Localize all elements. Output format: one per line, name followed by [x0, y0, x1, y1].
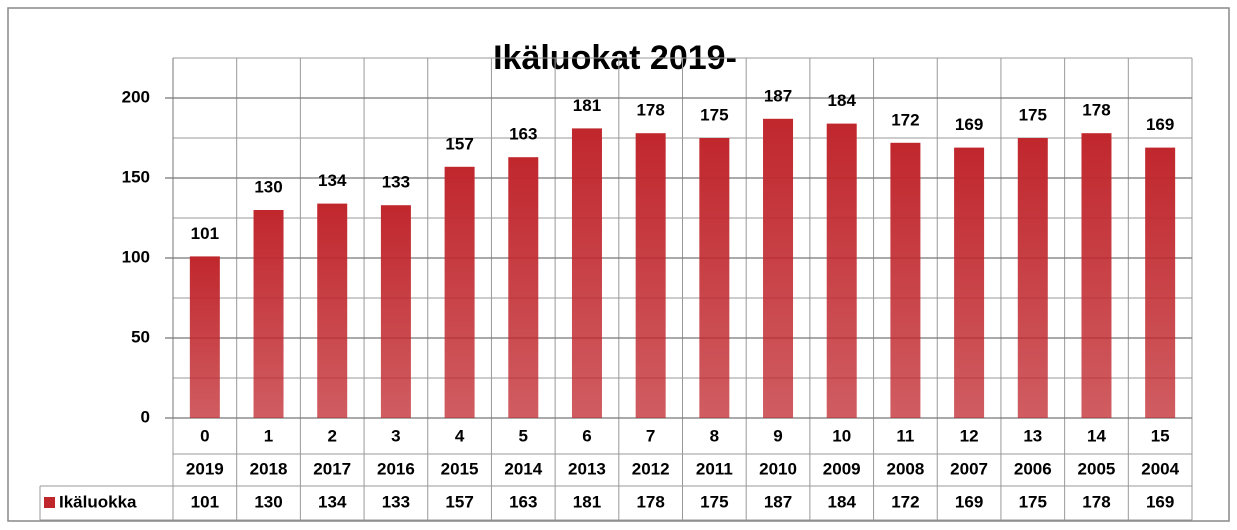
- x-tick-sublabel: 2016: [377, 459, 415, 478]
- data-label: 184: [828, 91, 857, 110]
- table-value: 157: [445, 492, 473, 511]
- table-value: 178: [636, 492, 664, 511]
- x-tick-label: 15: [1151, 426, 1170, 445]
- x-tick-sublabel: 2012: [632, 459, 670, 478]
- x-tick-label: 0: [200, 426, 209, 445]
- y-tick-label: 50: [131, 327, 150, 346]
- legend-key: [44, 497, 55, 508]
- data-label: 175: [700, 105, 728, 124]
- x-tick-sublabel: 2015: [441, 459, 479, 478]
- x-tick-sublabel: 2005: [1078, 459, 1116, 478]
- data-label: 178: [636, 101, 664, 120]
- x-tick-label: 4: [455, 426, 465, 445]
- x-tick-label: 9: [773, 426, 782, 445]
- x-tick-sublabel: 2008: [886, 459, 924, 478]
- data-label: 181: [573, 96, 601, 115]
- bar: [317, 203, 348, 418]
- table-value: 169: [1146, 492, 1174, 511]
- x-tick-label: 5: [519, 426, 528, 445]
- data-label: 130: [254, 177, 282, 196]
- table-value: 134: [318, 492, 347, 511]
- x-tick-sublabel: 2011: [696, 459, 733, 478]
- table-value: 184: [828, 492, 857, 511]
- data-label: 101: [191, 224, 219, 243]
- bar: [1145, 147, 1176, 418]
- y-tick-label: 150: [122, 167, 150, 186]
- table-value: 130: [254, 492, 282, 511]
- data-label: 172: [891, 110, 919, 129]
- bar: [189, 256, 220, 418]
- table-value: 169: [955, 492, 983, 511]
- x-tick-label: 3: [391, 426, 400, 445]
- bar: [1017, 138, 1048, 418]
- x-tick-label: 14: [1087, 426, 1106, 445]
- bar: [763, 118, 794, 419]
- data-label: 157: [445, 134, 473, 153]
- x-tick-sublabel: 2010: [759, 459, 797, 478]
- x-tick-label: 10: [832, 426, 851, 445]
- x-tick-sublabel: 2004: [1141, 459, 1179, 478]
- data-label: 133: [382, 173, 410, 192]
- table-value: 101: [191, 492, 219, 511]
- x-tick-label: 13: [1023, 426, 1042, 445]
- data-label: 169: [1146, 115, 1174, 134]
- bar: [635, 133, 666, 418]
- x-tick-sublabel: 2007: [950, 459, 988, 478]
- data-label: 134: [318, 171, 347, 190]
- table-value: 181: [573, 492, 601, 511]
- bar: [253, 210, 284, 418]
- y-tick-label: 100: [122, 247, 150, 266]
- table-value: 163: [509, 492, 537, 511]
- bar: [380, 205, 411, 418]
- x-tick-label: 2: [327, 426, 336, 445]
- data-label: 187: [764, 86, 792, 105]
- y-tick-label: 200: [122, 87, 150, 106]
- legend-label: Ikäluokka: [59, 492, 137, 511]
- x-tick-label: 11: [896, 426, 914, 445]
- data-label: 178: [1082, 101, 1110, 120]
- bar: [508, 157, 539, 418]
- x-tick-sublabel: 2009: [823, 459, 861, 478]
- x-tick-sublabel: 2014: [504, 459, 542, 478]
- bar: [571, 128, 602, 418]
- x-tick-label: 1: [264, 426, 273, 445]
- bar: [444, 166, 475, 418]
- data-label: 169: [955, 115, 983, 134]
- table-value: 187: [764, 492, 792, 511]
- bar: [890, 142, 921, 419]
- bar: [1081, 133, 1112, 418]
- x-tick-label: 7: [646, 426, 655, 445]
- y-tick-label: 0: [141, 407, 150, 426]
- x-tick-sublabel: 2019: [186, 459, 224, 478]
- table-value: 175: [700, 492, 728, 511]
- table-value: 178: [1082, 492, 1110, 511]
- table-value: 175: [1019, 492, 1047, 511]
- x-tick-label: 12: [960, 426, 979, 445]
- bar: [826, 123, 857, 418]
- table-value: 172: [891, 492, 919, 511]
- x-tick-sublabel: 2017: [313, 459, 351, 478]
- x-tick-label: 8: [710, 426, 719, 445]
- data-label: 163: [509, 125, 537, 144]
- table-value: 133: [382, 492, 410, 511]
- bar: [699, 138, 730, 418]
- x-tick-sublabel: 2018: [250, 459, 288, 478]
- data-label: 175: [1019, 105, 1047, 124]
- x-tick-sublabel: 2013: [568, 459, 606, 478]
- x-tick-sublabel: 2006: [1014, 459, 1052, 478]
- x-tick-label: 6: [582, 426, 591, 445]
- bar: [954, 147, 985, 418]
